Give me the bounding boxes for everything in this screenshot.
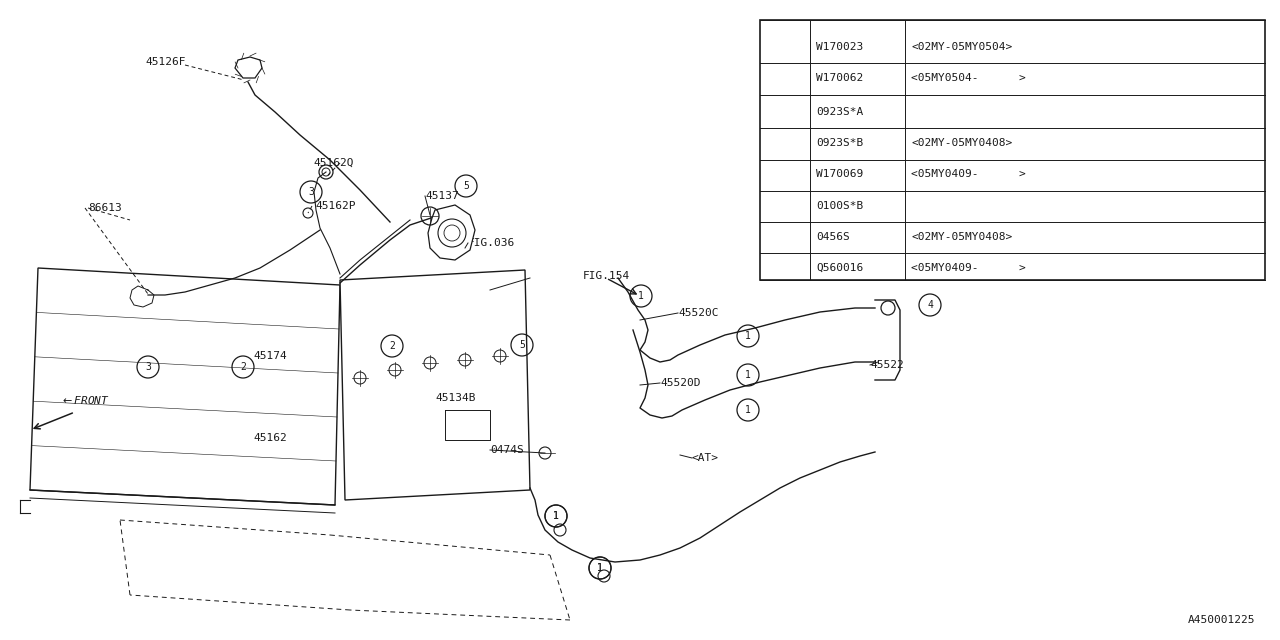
Text: 3: 3 [308,187,314,197]
Polygon shape [236,57,262,78]
Text: 0456S: 0456S [817,232,850,242]
Text: 0100S*B: 0100S*B [817,201,863,211]
Text: FIG.154: FIG.154 [582,271,630,281]
Text: 1: 1 [553,511,559,521]
Text: <05MY0409-      >: <05MY0409- > [911,263,1025,273]
Text: 45162: 45162 [253,433,287,443]
Text: 45520C: 45520C [678,308,718,318]
Text: 45134B: 45134B [435,393,475,403]
Text: 2: 2 [241,362,246,372]
Text: 5: 5 [782,246,788,256]
Text: 4: 4 [782,202,788,211]
Text: 2: 2 [782,106,788,116]
Text: A450001225: A450001225 [1188,615,1254,625]
Text: W170069: W170069 [817,169,863,179]
Text: 0923S*A: 0923S*A [817,107,863,117]
Text: <05MY0504-      >: <05MY0504- > [911,73,1025,83]
Text: 1: 1 [745,405,751,415]
Text: 5: 5 [463,181,468,191]
Text: 45137: 45137 [425,191,458,201]
Text: 4: 4 [927,300,933,310]
Text: 3: 3 [782,154,788,164]
Polygon shape [340,270,530,500]
Text: 45174: 45174 [253,351,287,361]
Text: <02MY-05MY0504>: <02MY-05MY0504> [911,42,1012,52]
Polygon shape [29,268,340,505]
Text: 1: 1 [745,331,751,341]
Text: 0474S: 0474S [490,445,524,455]
Text: 1: 1 [553,511,559,521]
Text: 5: 5 [520,340,525,350]
Text: <02MY-05MY0408>: <02MY-05MY0408> [911,138,1012,148]
Text: 1: 1 [637,291,644,301]
Text: W170062: W170062 [817,73,863,83]
Polygon shape [428,205,475,260]
FancyBboxPatch shape [760,20,1265,280]
Text: FIG.036: FIG.036 [468,238,516,248]
Text: 1: 1 [745,370,751,380]
Text: 1: 1 [596,563,603,573]
Text: 86613: 86613 [88,203,122,213]
Text: Q560016: Q560016 [817,263,863,273]
Text: <AT>: <AT> [692,453,719,463]
Text: 45522: 45522 [870,360,904,370]
Text: 45162P: 45162P [315,201,356,211]
Text: $\leftarrow$FRONT: $\leftarrow$FRONT [60,394,110,406]
Text: 3: 3 [145,362,151,372]
Text: 45126F: 45126F [145,57,186,67]
Text: 45520D: 45520D [660,378,700,388]
Text: W170023: W170023 [817,42,863,52]
Text: 0923S*B: 0923S*B [817,138,863,148]
Text: <05MY0409-      >: <05MY0409- > [911,169,1025,179]
Text: 45162Q: 45162Q [314,158,353,168]
Text: <02MY-05MY0408>: <02MY-05MY0408> [911,232,1012,242]
Text: 1: 1 [596,563,603,573]
Text: 2: 2 [389,341,396,351]
Text: 1: 1 [782,52,788,63]
